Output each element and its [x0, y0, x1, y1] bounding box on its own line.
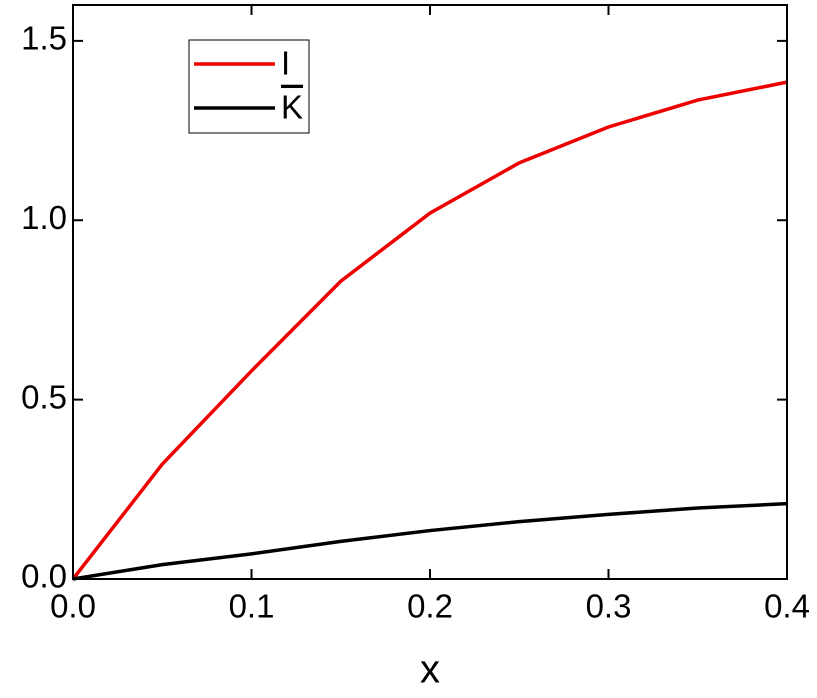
- data-line: [71, 80, 788, 581]
- plot-frame: [72, 4, 788, 580]
- y-tick-label: 0.0: [21, 558, 67, 595]
- x-tick-label: 0.0: [50, 588, 96, 625]
- y-tick-label: 1.0: [21, 199, 67, 236]
- data-line: [72, 501, 788, 581]
- x-tick-label: 0.4: [764, 588, 810, 625]
- legend-box: [188, 39, 310, 134]
- legend-label: I: [281, 45, 290, 82]
- x-tick-label: 0.2: [407, 588, 453, 625]
- x-tick-label: 0.1: [229, 588, 275, 625]
- x-tick-label: 0.3: [586, 588, 632, 625]
- y-tick-label: 0.5: [21, 378, 67, 415]
- x-axis-label: x: [420, 648, 440, 692]
- y-tick-label: 1.5: [21, 20, 67, 57]
- legend-label: K: [281, 89, 303, 126]
